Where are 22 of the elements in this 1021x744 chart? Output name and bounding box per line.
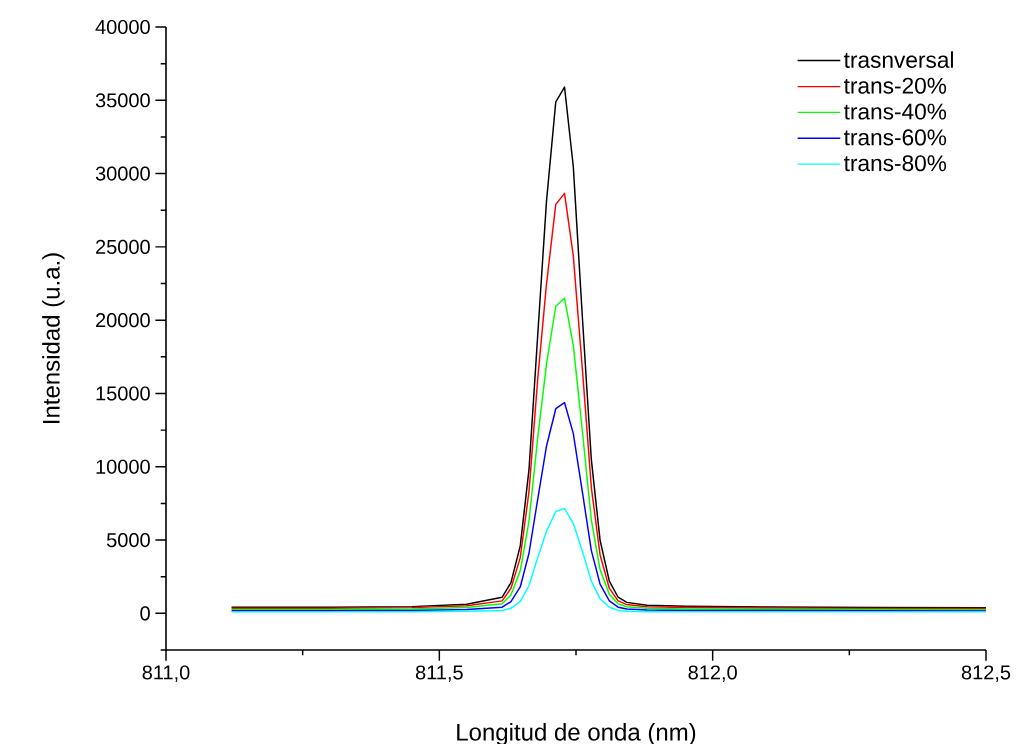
y-tick-label: 35000 <box>95 93 150 108</box>
line-series <box>230 192 987 610</box>
legend-label: trans-60% <box>843 129 947 146</box>
legend-label: trans-80% <box>843 155 947 172</box>
x-tick-label: 812,0 <box>688 665 737 682</box>
x-tick-label: 811,0 <box>142 665 190 682</box>
legend-label: trans-40% <box>843 103 947 120</box>
y-tick-label: 20000 <box>96 313 150 328</box>
x-tick-label: 811,5 <box>415 665 463 682</box>
y-tick-label: 30000 <box>95 166 150 181</box>
legend-label: trasnversal <box>843 51 953 68</box>
y-tick-label: 40000 <box>95 19 150 35</box>
line-series <box>230 401 987 612</box>
y-tick-label: 15000 <box>96 386 150 401</box>
legend-label: trans-20% <box>843 77 947 94</box>
x-tick-label: 812,5 <box>961 665 1011 682</box>
y-tick-label: 25000 <box>96 239 150 254</box>
y-tick-label: 0 <box>140 606 150 621</box>
line-series <box>230 297 987 611</box>
y-axis-title: Intensidad (u.a.) <box>42 253 65 423</box>
y-tick-label: 5000 <box>106 532 150 548</box>
y-tick-label: 10000 <box>96 459 150 474</box>
